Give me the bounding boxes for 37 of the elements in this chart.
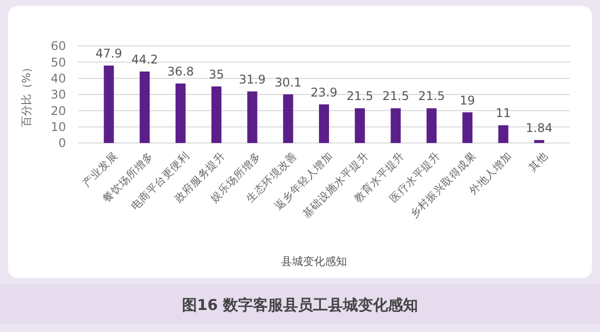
data-label: 30.1 [274,75,302,90]
data-label: 11 [496,106,511,120]
bar [247,91,258,143]
x-axis-title: 县城变化感知 [281,255,347,268]
data-label: 23.9 [310,85,338,100]
data-label: 21.5 [346,89,374,104]
data-label: 35 [208,67,224,82]
y-axis-title: 百分比（%） [20,62,33,128]
bar [283,94,294,143]
data-label: 31.9 [238,72,266,86]
data-label: 19 [460,93,476,108]
x-tick-label: 其他 [526,149,550,174]
y-tick-label: 20 [50,104,66,118]
y-tick-label: 30 [50,88,66,102]
data-label: 21.5 [382,89,410,104]
data-label: 1.84 [526,121,553,136]
text: 图16 数字客服县员工县城变化感知 [182,296,418,314]
data-label: 21.5 [418,89,445,104]
bar [140,72,150,143]
bar [462,112,472,143]
data-label: 36.8 [167,64,194,79]
y-tick-label: 50 [50,55,66,70]
bar [498,125,508,143]
bar [176,84,186,143]
bar [354,108,365,143]
bar [211,86,222,143]
bar [534,140,544,143]
data-label: 47.9 [95,46,122,61]
bar [318,104,330,143]
bar [104,66,114,143]
data-label: 44.2 [131,52,158,67]
y-tick-label: 60 [50,39,66,54]
bar [426,108,437,143]
bar [390,108,401,143]
y-tick-label: 10 [50,120,66,134]
y-tick-label: 0 [58,136,66,150]
y-tick-label: 40 [50,72,66,86]
